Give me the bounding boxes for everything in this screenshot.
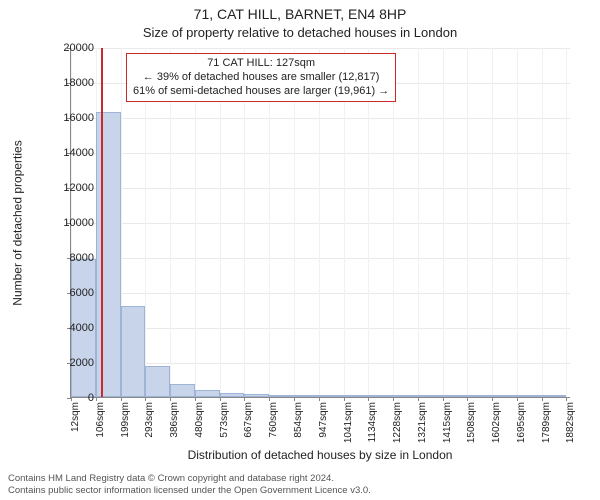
histogram-bar <box>517 395 542 397</box>
x-tick-label: 293sqm <box>144 402 155 438</box>
histogram-bar <box>195 390 220 397</box>
y-tick-label: 0 <box>44 392 94 404</box>
x-tick-label: 1602sqm <box>491 402 502 443</box>
x-tick-label: 667sqm <box>243 402 254 438</box>
gridline-v <box>542 48 543 397</box>
y-tick-label: 14000 <box>44 147 94 159</box>
x-tick <box>542 397 543 401</box>
chart-subtitle: Size of property relative to detached ho… <box>0 23 600 44</box>
x-tick-label: 1041sqm <box>343 402 354 443</box>
histogram-bar <box>145 366 170 398</box>
x-axis-label: Distribution of detached houses by size … <box>70 448 570 462</box>
x-tick <box>566 397 567 401</box>
x-tick-label: 854sqm <box>293 402 304 438</box>
x-tick <box>294 397 295 401</box>
marker-line <box>101 48 103 397</box>
annotation-line3: 61% of semi-detached houses are larger (… <box>133 85 389 99</box>
x-tick <box>368 397 369 401</box>
histogram-bar <box>492 395 517 397</box>
y-axis-label: Number of detached properties <box>10 48 26 398</box>
gridline-v <box>467 48 468 397</box>
x-tick <box>467 397 468 401</box>
y-tick-label: 12000 <box>44 182 94 194</box>
histogram-bar <box>121 306 146 397</box>
gridline-v <box>418 48 419 397</box>
x-tick-label: 480sqm <box>194 402 205 438</box>
x-tick-label: 1134sqm <box>367 402 378 442</box>
x-tick-label: 947sqm <box>318 402 329 438</box>
y-tick-label: 10000 <box>44 217 94 229</box>
y-tick-label: 18000 <box>44 77 94 89</box>
histogram-bar <box>443 395 468 397</box>
x-tick-label: 106sqm <box>95 402 106 438</box>
histogram-bar <box>220 393 245 397</box>
annotation-line1: 71 CAT HILL: 127sqm <box>133 57 389 71</box>
x-tick-label: 1321sqm <box>417 402 428 443</box>
histogram-bar <box>269 395 294 397</box>
x-tick <box>121 397 122 401</box>
x-tick <box>492 397 493 401</box>
y-axis-label-text: Number of detached properties <box>11 140 25 305</box>
histogram-bar <box>319 395 344 397</box>
footer-line2: Contains public sector information licen… <box>8 485 371 496</box>
x-tick-label: 1695sqm <box>516 402 527 443</box>
x-tick-label: 1789sqm <box>541 402 552 443</box>
y-tick-label: 20000 <box>44 42 94 54</box>
histogram-bar <box>467 395 492 397</box>
histogram-bar <box>368 395 393 397</box>
histogram-bar <box>393 395 418 397</box>
histogram-bar <box>96 112 121 397</box>
y-tick-label: 2000 <box>44 357 94 369</box>
gridline-v <box>492 48 493 397</box>
chart-container: 71, CAT HILL, BARNET, EN4 8HP Size of pr… <box>0 0 600 500</box>
annotation-line2: ← 39% of detached houses are smaller (12… <box>133 71 389 85</box>
histogram-bar <box>542 395 567 397</box>
x-tick <box>344 397 345 401</box>
histogram-bar <box>294 395 319 397</box>
x-tick <box>517 397 518 401</box>
histogram-bar <box>344 395 369 397</box>
gridline-v <box>517 48 518 397</box>
gridline-v <box>566 48 567 397</box>
x-tick <box>170 397 171 401</box>
x-tick <box>96 397 97 401</box>
x-tick <box>195 397 196 401</box>
chart-zone: 71 CAT HILL: 127sqm ← 39% of detached ho… <box>70 48 570 398</box>
x-tick <box>319 397 320 401</box>
x-tick <box>418 397 419 401</box>
histogram-bar <box>244 394 269 397</box>
x-tick <box>443 397 444 401</box>
x-tick-label: 1882sqm <box>565 402 576 443</box>
histogram-bar <box>418 395 443 397</box>
chart-title: 71, CAT HILL, BARNET, EN4 8HP <box>0 0 600 23</box>
x-tick <box>220 397 221 401</box>
x-tick-label: 199sqm <box>120 402 131 438</box>
annotation-box: 71 CAT HILL: 127sqm ← 39% of detached ho… <box>126 53 396 102</box>
y-tick-label: 16000 <box>44 112 94 124</box>
footer: Contains HM Land Registry data © Crown c… <box>8 473 371 496</box>
x-tick <box>269 397 270 401</box>
x-tick-label: 1228sqm <box>392 402 403 443</box>
x-tick-label: 1508sqm <box>466 402 477 443</box>
x-tick-label: 386sqm <box>169 402 180 438</box>
x-tick-label: 573sqm <box>219 402 230 438</box>
x-tick-label: 1415sqm <box>442 402 453 443</box>
x-tick-label: 760sqm <box>268 402 279 438</box>
x-tick <box>393 397 394 401</box>
footer-line1: Contains HM Land Registry data © Crown c… <box>8 473 371 484</box>
y-tick-label: 8000 <box>44 252 94 264</box>
y-tick-label: 6000 <box>44 287 94 299</box>
x-tick <box>244 397 245 401</box>
x-tick <box>145 397 146 401</box>
gridline-v <box>443 48 444 397</box>
histogram-bar <box>170 384 195 397</box>
x-tick-label: 12sqm <box>70 402 81 432</box>
y-tick-label: 4000 <box>44 322 94 334</box>
